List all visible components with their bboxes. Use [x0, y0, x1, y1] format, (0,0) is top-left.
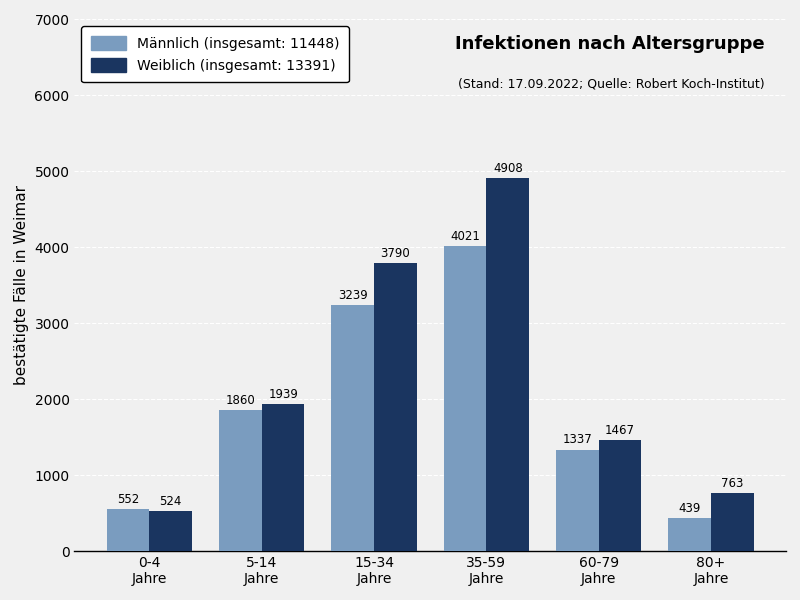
- Bar: [331, 305, 374, 551]
- Text: 1939: 1939: [268, 388, 298, 401]
- Text: 763: 763: [722, 477, 744, 490]
- Text: 3790: 3790: [381, 247, 410, 260]
- Bar: [219, 410, 262, 551]
- Bar: [262, 404, 305, 551]
- Text: 439: 439: [678, 502, 701, 515]
- Legend: Männlich (insgesamt: 11448), Weiblich (insgesamt: 13391): Männlich (insgesamt: 11448), Weiblich (i…: [82, 26, 349, 82]
- Text: 1337: 1337: [562, 433, 592, 446]
- Bar: [711, 493, 754, 551]
- Bar: [106, 509, 150, 551]
- Text: 4021: 4021: [450, 230, 480, 242]
- Text: 3239: 3239: [338, 289, 368, 302]
- Text: 4908: 4908: [493, 162, 522, 175]
- Text: 524: 524: [160, 495, 182, 508]
- Text: 552: 552: [117, 493, 139, 506]
- Y-axis label: bestätigte Fälle in Weimar: bestätigte Fälle in Weimar: [14, 185, 29, 385]
- Bar: [598, 440, 642, 551]
- Bar: [374, 263, 417, 551]
- Text: 1467: 1467: [605, 424, 635, 437]
- Bar: [556, 449, 598, 551]
- Bar: [444, 245, 486, 551]
- Bar: [150, 511, 192, 551]
- Bar: [668, 518, 711, 551]
- Bar: [486, 178, 529, 551]
- Text: 1860: 1860: [226, 394, 255, 407]
- Text: Infektionen nach Altersgruppe: Infektionen nach Altersgruppe: [455, 35, 765, 53]
- Text: (Stand: 17.09.2022; Quelle: Robert Koch-Institut): (Stand: 17.09.2022; Quelle: Robert Koch-…: [458, 78, 765, 91]
